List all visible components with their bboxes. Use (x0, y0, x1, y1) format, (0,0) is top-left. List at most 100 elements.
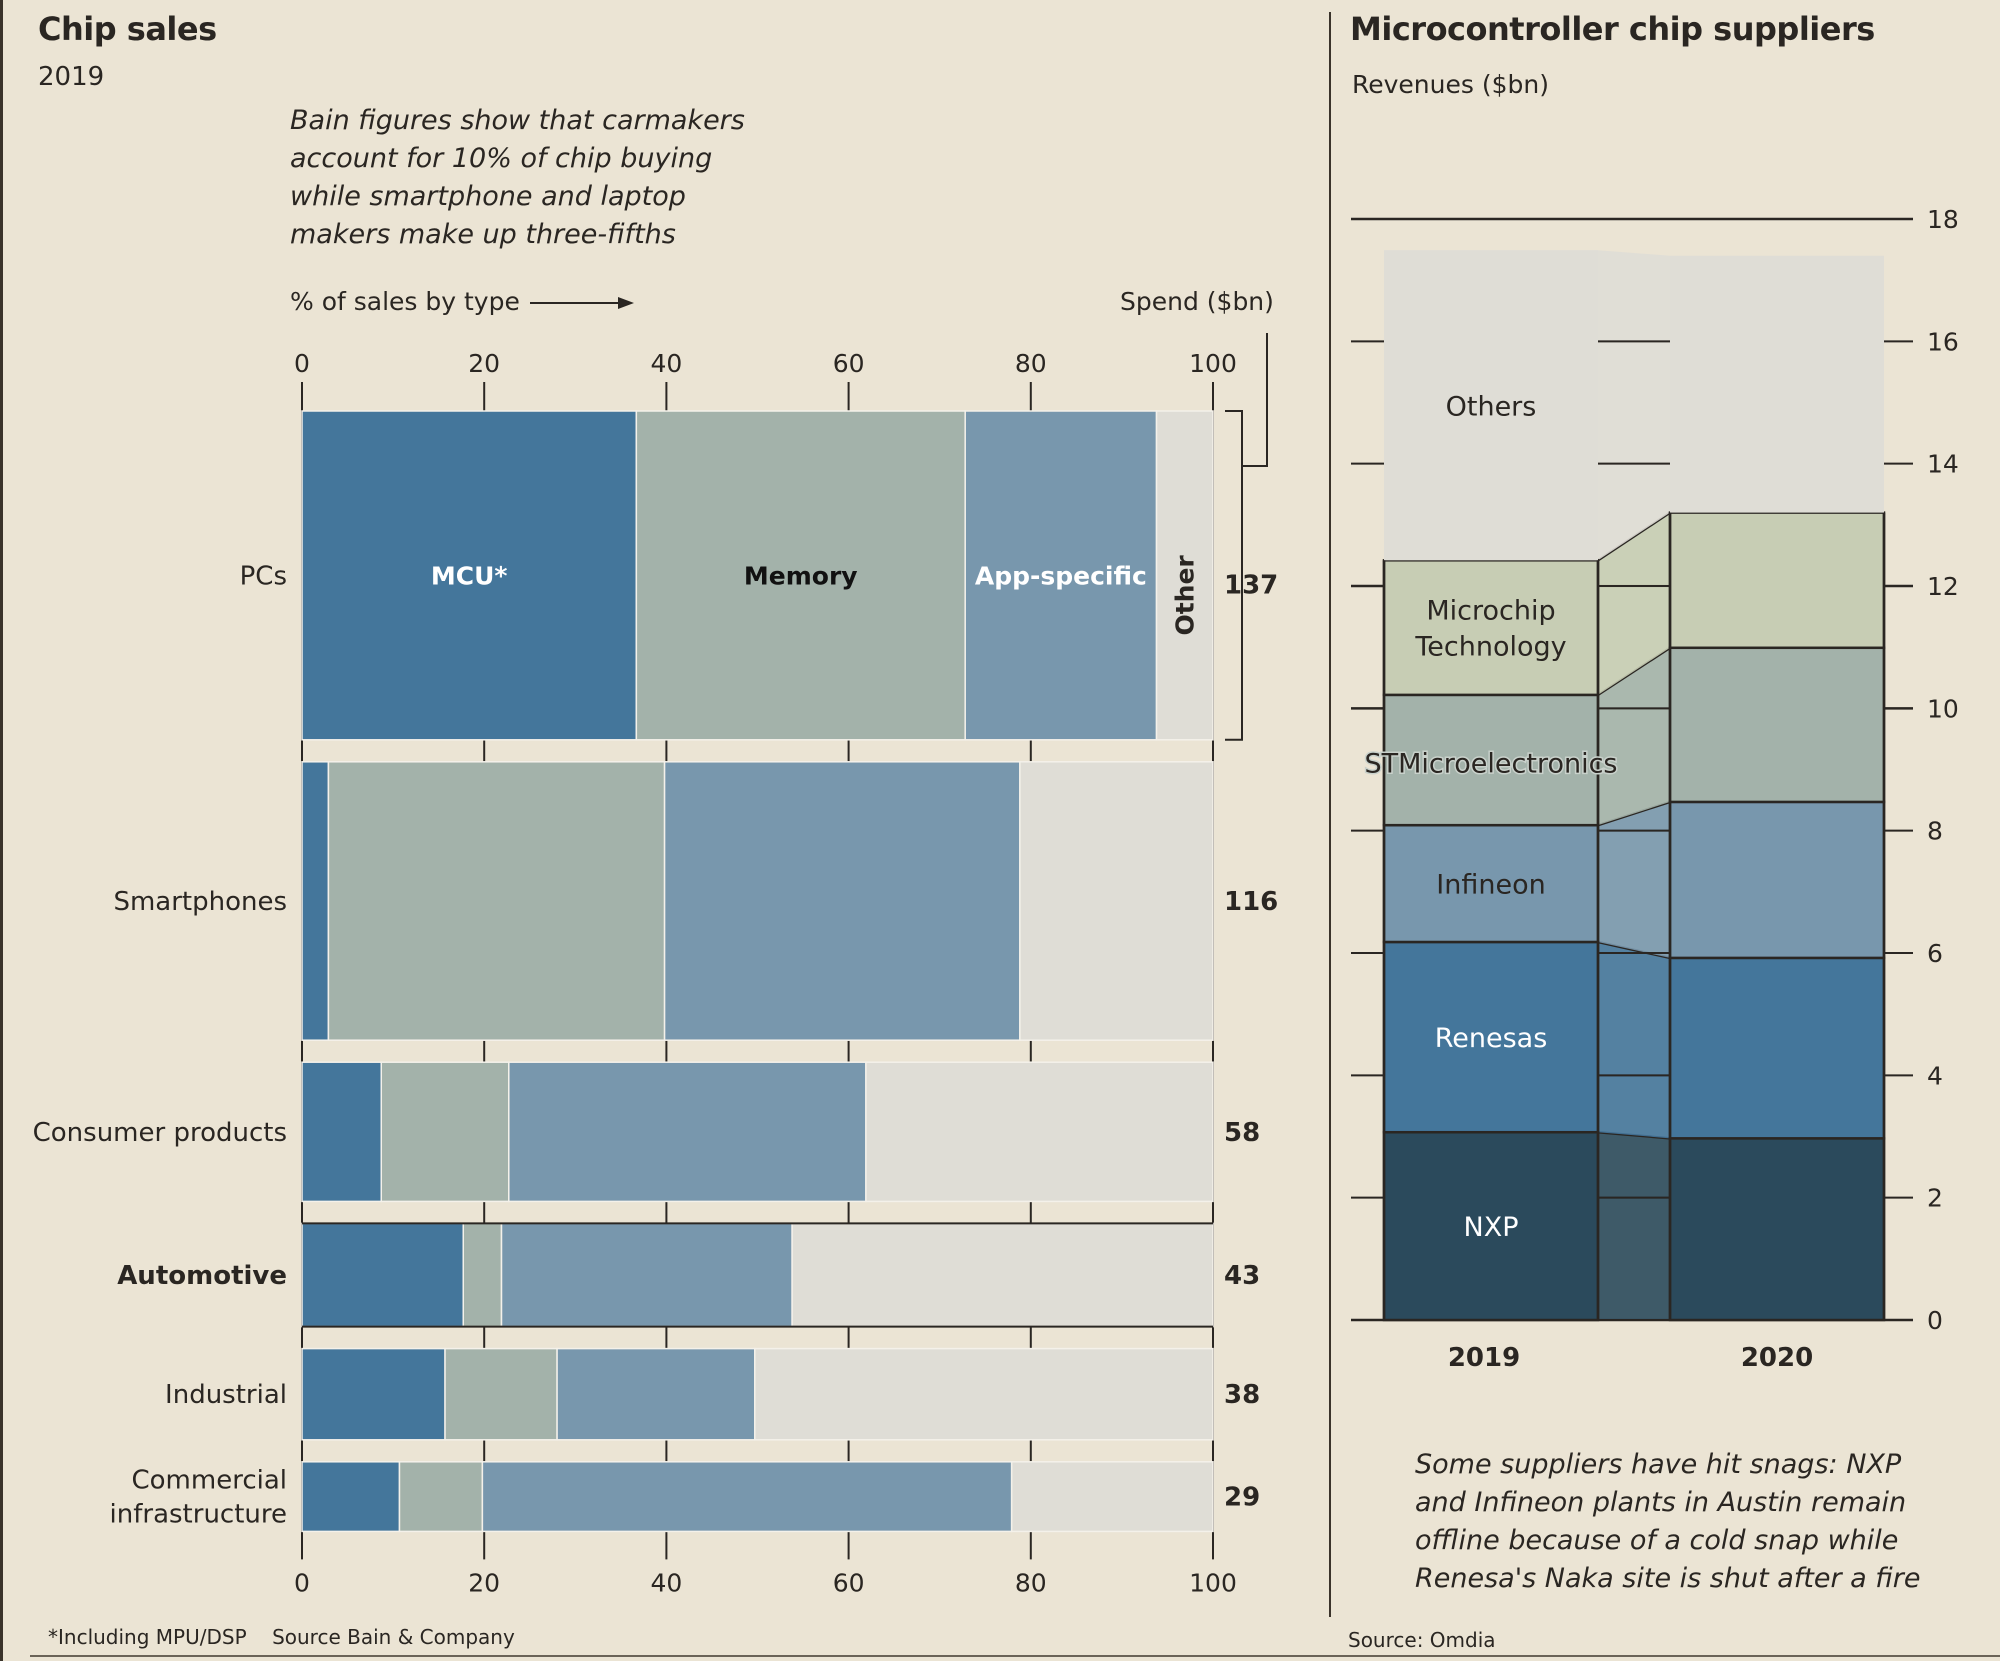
stack-segment-stmicro (1668, 646, 1886, 804)
x-tick-label-top: 20 (468, 349, 500, 378)
x-tick-label-top: 60 (833, 349, 865, 378)
right-annotation-line: offline because of a cold snap while (1415, 1525, 1899, 1556)
connector-band-others (1598, 250, 1670, 561)
y-tick-label: 14 (1927, 450, 1959, 479)
right-annotation: Some suppliers have hit snags: NXP and I… (1415, 1446, 1920, 1598)
segment-label: Memory (744, 561, 858, 590)
stack-segment-others (1670, 255, 1884, 513)
spend-value: 116 (1224, 887, 1278, 917)
y-tick-label: 16 (1927, 327, 1959, 356)
frame-left-border (0, 0, 3, 1661)
stack-segment-microchip (1668, 511, 1886, 650)
segment-label: MCU* (431, 561, 508, 590)
segment-label: Infineon (1436, 870, 1545, 901)
mcu-suppliers-chart: 0 2 4 6 8 10 12 14 16 18 2019 2020 NXP Renesas Infineo… (1351, 205, 1959, 1373)
spend-value: 58 (1224, 1118, 1260, 1148)
stack-segment-infineon (1382, 823, 1600, 944)
x-tick-label-bottom: 0 (294, 1568, 310, 1597)
x-tick-label-top: 100 (1189, 349, 1237, 378)
segment-label: Technology (1414, 632, 1566, 663)
left-annotation-line: account for 10% of chip buying (290, 143, 713, 174)
y-tick-label: 0 (1927, 1306, 1943, 1335)
x-axis-caption: % of sales by type (290, 287, 638, 316)
connector-band-stmicro (1598, 647, 1670, 826)
category-label: PCs (240, 561, 287, 591)
right-chart-title: Microcontroller chip suppliers (1350, 10, 1875, 48)
x-tick-label-bottom: 100 (1189, 1568, 1237, 1597)
bar-segment-other (865, 1061, 1214, 1203)
right-source: Source: Omdia (1348, 1628, 1496, 1652)
stack-segment-renesas (1668, 956, 1886, 1140)
bar-segment-memory (635, 410, 966, 741)
stack-segment-others (1384, 250, 1598, 561)
bar-segment-mcu (301, 1222, 464, 1328)
y-tick-label: 18 (1927, 205, 1959, 234)
bar-segment-mcu (301, 1461, 401, 1533)
right-annotation-line: Renesa's Naka site is shut after a fire (1415, 1563, 1921, 1594)
bar-segment-app_specific (500, 1222, 793, 1328)
stack-segment-renesas (1382, 940, 1600, 1134)
bar-segment-app_specific (556, 1347, 756, 1441)
category-label: Automotive (117, 1261, 287, 1291)
connector-band-nxp (1598, 1132, 1670, 1320)
category-label: Industrial (165, 1380, 287, 1410)
bar-segment-app_specific (964, 410, 1158, 741)
stack-segment-stmicro (1382, 693, 1600, 827)
stack-segment-nxp (1668, 1137, 1886, 1322)
segment-label: NXP (1464, 1212, 1519, 1243)
bar-segment-mcu (301, 1347, 446, 1441)
bar-segment-memory (444, 1347, 558, 1441)
x-category-label: 2020 (1741, 1343, 1813, 1373)
y-tick-label: 10 (1927, 694, 1959, 723)
bar-segment-app_specific (663, 761, 1021, 1041)
y-tick-label: 2 (1927, 1184, 1943, 1213)
bar-segment-mcu (301, 410, 638, 741)
stack-segment-microchip (1382, 559, 1600, 697)
bar-segment-memory (462, 1222, 503, 1328)
category-label: Commercial (131, 1466, 287, 1496)
spend-value: 38 (1224, 1380, 1260, 1410)
arrow-right-icon (529, 297, 634, 309)
spend-connector (1242, 333, 1268, 467)
bar-segment-memory (380, 1061, 510, 1203)
left-source: Source Bain & Company (272, 1625, 515, 1649)
bar-segment-other (754, 1347, 1214, 1441)
x-axis-caption-text: % of sales by type (290, 287, 520, 316)
x-tick-label-bottom: 80 (1015, 1568, 1047, 1597)
stack-segment-nxp (1382, 1130, 1600, 1322)
connector-band-renesas (1598, 941, 1670, 1139)
bar-segment-app_specific (508, 1061, 867, 1203)
connector-band-microchip (1598, 512, 1670, 695)
segment-label: STMicroelectronics (1364, 749, 1617, 780)
x-tick-label-bottom: 40 (650, 1568, 682, 1597)
footnote-text: *Including MPU/DSP (48, 1625, 247, 1649)
segment-label: Microchip (1426, 596, 1555, 627)
frame-bottom-border (30, 1655, 2000, 1657)
y-tick-label: 6 (1927, 939, 1943, 968)
bar-segment-app_specific (481, 1461, 1013, 1533)
segment-label: Others (1446, 391, 1537, 422)
spend-value: 137 (1224, 570, 1278, 600)
bar-segment-memory (398, 1461, 484, 1533)
segment-label: Renesas (1435, 1023, 1548, 1054)
x-category-label: 2019 (1448, 1343, 1520, 1373)
left-chart-title: Chip sales (38, 10, 217, 48)
x-tick-label-bottom: 20 (468, 1568, 500, 1597)
connector-band-infineon (1598, 801, 1670, 958)
footnote: *Including MPU/DSP Source Bain & Company (48, 1625, 515, 1649)
bar-segment-other (791, 1222, 1214, 1328)
left-annotation-line: while smartphone and laptop (290, 181, 686, 212)
left-annotation-line: makers make up three-fifths (290, 219, 676, 250)
left-annotation: Bain figures show that carmakers account… (290, 102, 745, 254)
spend-bracket (1225, 410, 1243, 741)
category-label: Consumer products (33, 1118, 287, 1148)
bar-segment-memory (327, 761, 666, 1041)
x-tick-label-top: 40 (650, 349, 682, 378)
stack-segment-infineon (1668, 800, 1886, 960)
panel-divider (1329, 12, 1331, 1617)
y-tick-label: 8 (1927, 817, 1943, 846)
x-tick-label-top: 80 (1015, 349, 1047, 378)
chip-sales-chart: 0 0 20 20 40 40 60 60 80 80 100 100 MCU* Memory App-sp… (33, 333, 1278, 1597)
y-tick-label: 4 (1927, 1061, 1943, 1090)
x-tick-label-bottom: 60 (833, 1568, 865, 1597)
